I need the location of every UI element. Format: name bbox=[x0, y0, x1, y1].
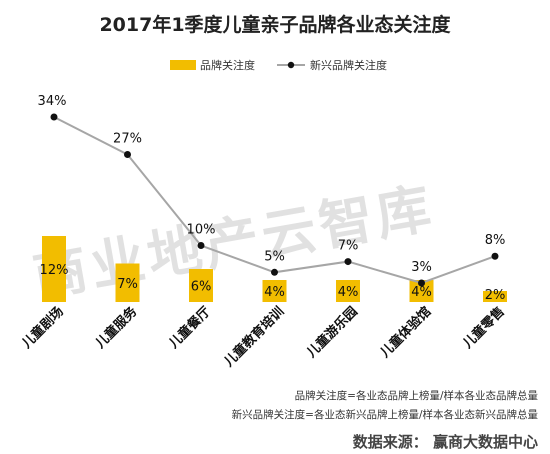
legend-line-swatch bbox=[277, 61, 305, 69]
line-point-5 bbox=[418, 279, 425, 287]
bar-0 bbox=[42, 236, 66, 302]
category-label-3: 儿童教育培训 bbox=[220, 304, 287, 371]
line-point-4 bbox=[344, 258, 352, 266]
data-source: 数据来源： 赢商大数据中心 bbox=[352, 433, 538, 451]
line-label-0: 34% bbox=[38, 94, 67, 109]
bar-label-3: 4% bbox=[264, 285, 285, 300]
category-label-0: 儿童剧场 bbox=[18, 304, 67, 353]
legend: 品牌关注度 新兴品牌关注度 bbox=[0, 57, 550, 73]
category-label-4: 儿童游乐园 bbox=[303, 304, 361, 362]
legend-line-label: 新兴品牌关注度 bbox=[310, 59, 387, 72]
bar-6 bbox=[483, 291, 507, 302]
legend-bar-swatch bbox=[170, 60, 196, 70]
legend-bar-label: 品牌关注度 bbox=[200, 59, 255, 72]
note-new-brand-attention: 新兴品牌关注度=各业态新兴品牌上榜量/样本各业态新兴品牌总量 bbox=[231, 409, 538, 421]
chart-title: 2017年1季度儿童亲子品牌各业态关注度 bbox=[99, 14, 451, 36]
chart-plot: 12% 7% 6% 4% 4% 4% 2% 34% 27% 10% 5% 7% 3% 8% 儿童剧场 儿童服务… bbox=[18, 94, 508, 371]
line-label-5: 3% bbox=[411, 260, 432, 275]
line-point-2 bbox=[197, 242, 205, 250]
bar-label-2: 6% bbox=[191, 280, 212, 295]
bar-label-6: 2% bbox=[485, 288, 506, 303]
line-label-1: 27% bbox=[113, 131, 142, 146]
category-label-6: 儿童零售 bbox=[459, 304, 508, 353]
category-label-2: 儿童餐厅 bbox=[165, 304, 214, 353]
category-label-1: 儿童服务 bbox=[92, 303, 141, 352]
bar-label-0: 12% bbox=[40, 263, 69, 278]
bar-2 bbox=[189, 269, 213, 302]
line-point-1 bbox=[124, 150, 131, 158]
line-point-3 bbox=[271, 268, 278, 276]
bar-label-5: 4% bbox=[411, 285, 432, 300]
line-label-3: 5% bbox=[264, 249, 285, 264]
bar-1 bbox=[115, 263, 140, 302]
bar-label-4: 4% bbox=[338, 285, 359, 300]
bar-4 bbox=[336, 280, 360, 302]
line-point-6 bbox=[491, 252, 499, 260]
line-label-2: 10% bbox=[187, 223, 216, 238]
line-point-0 bbox=[50, 113, 58, 121]
bar-5 bbox=[409, 280, 434, 302]
line-label-4: 7% bbox=[338, 239, 359, 254]
category-label-5: 儿童体验馆 bbox=[376, 304, 434, 362]
line-label-6: 8% bbox=[485, 233, 506, 248]
bar-3 bbox=[262, 280, 287, 302]
bar-label-1: 7% bbox=[117, 277, 138, 292]
note-brand-attention: 品牌关注度=各业态品牌上榜量/样本各业态品牌总量 bbox=[294, 390, 538, 402]
